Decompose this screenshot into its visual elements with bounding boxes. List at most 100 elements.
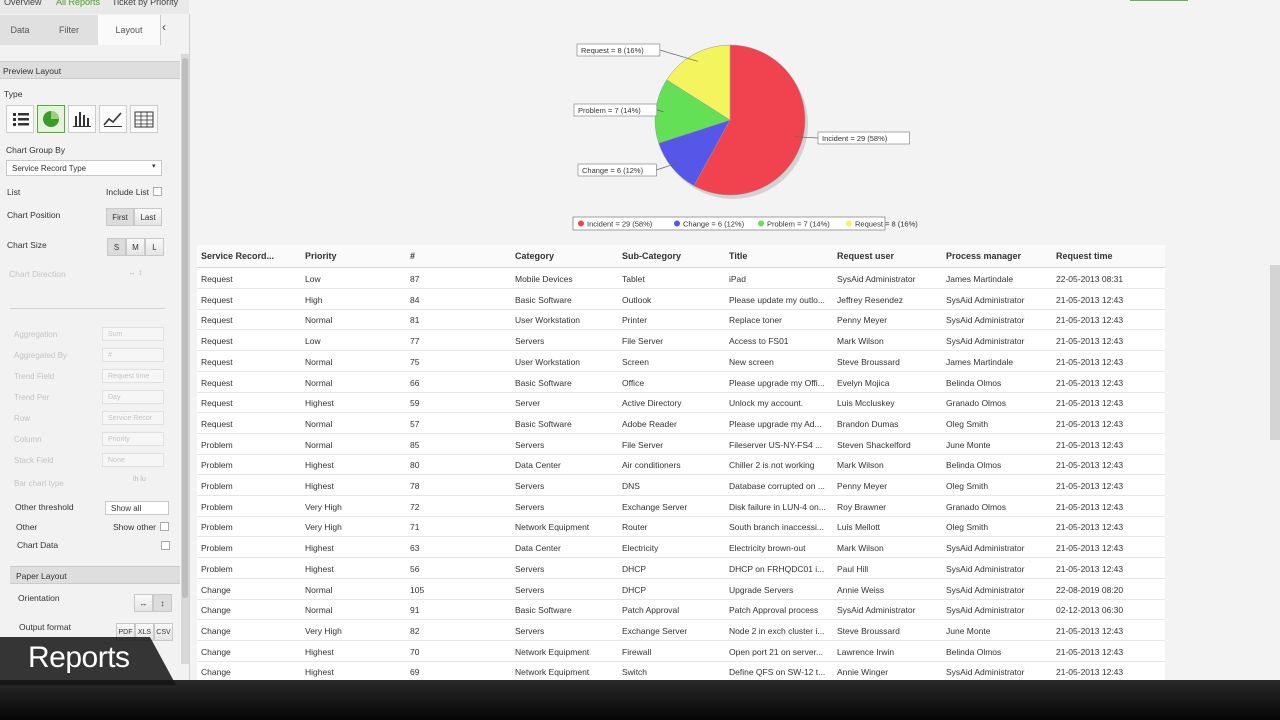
collapse-button[interactable]: ‹ <box>162 20 166 34</box>
table-row[interactable] <box>197 351 1165 372</box>
table-row[interactable] <box>197 620 1165 641</box>
table-cell: Belinda Olmos <box>946 460 1002 471</box>
position-button[interactable]: First <box>106 208 134 226</box>
legend-swatch <box>674 220 680 227</box>
table-cell: SysAid Administrator <box>837 605 916 616</box>
column-header[interactable]: Sub-Category <box>622 251 682 261</box>
chart-type-button[interactable] <box>68 105 96 133</box>
header-button[interactable] <box>1130 0 1188 1</box>
breadcrumb-item[interactable]: All Reports <box>56 0 101 7</box>
table-row[interactable] <box>197 434 1165 455</box>
chart-type-button[interactable] <box>99 105 127 133</box>
sidebar: Data Filter Layout ‹ Preview Layout Type Chart… <box>0 14 190 680</box>
table-cell: SysAid Administrator <box>946 563 1025 574</box>
column-header[interactable]: Service Record... <box>201 251 275 261</box>
select[interactable]: Show all <box>105 501 169 515</box>
column-header[interactable]: Title <box>729 251 748 261</box>
table-row[interactable] <box>197 392 1165 414</box>
table-cell: Normal <box>305 315 333 326</box>
table-row[interactable] <box>197 599 1165 621</box>
checkbox[interactable] <box>153 187 162 196</box>
table-row[interactable] <box>197 475 1165 496</box>
table-cell: SysAid Administrator <box>946 543 1025 554</box>
table-cell: SysAid Administrator <box>946 315 1025 326</box>
column-header[interactable]: Request time <box>1056 251 1113 261</box>
column-header[interactable]: Request user <box>837 251 895 261</box>
table-cell: New screen <box>729 356 774 367</box>
tab[interactable]: Data <box>0 15 41 45</box>
select-disabled: Priority <box>102 432 164 446</box>
table-row[interactable] <box>197 579 1165 600</box>
size-button[interactable]: L <box>145 238 164 256</box>
size-button[interactable]: S <box>107 238 126 256</box>
table-cell: Low <box>305 336 321 347</box>
table-cell: Upgrade Servers <box>729 584 794 595</box>
table-cell: Annie Winger <box>837 667 889 678</box>
label-disabled: Aggregation <box>14 330 58 339</box>
table-cell: Problem <box>201 522 233 533</box>
label: List <box>7 187 21 197</box>
table-cell: Replace toner <box>729 315 782 326</box>
table-row[interactable] <box>197 454 1165 476</box>
table-cell: June Monte <box>946 625 991 636</box>
table-row[interactable] <box>197 268 1165 289</box>
table-row[interactable] <box>197 641 1165 662</box>
table-cell: Steve Broussard <box>837 356 900 367</box>
table-header <box>197 245 1165 268</box>
orientation-button[interactable]: ↔ <box>134 594 153 612</box>
table-cell: 21-05-2013 12:43 <box>1056 315 1124 326</box>
section-header: Preview Layout <box>0 61 180 79</box>
tab[interactable]: Layout <box>98 15 161 45</box>
table-row[interactable] <box>197 289 1165 310</box>
column-header[interactable]: Priority <box>305 251 337 261</box>
table-row[interactable] <box>197 537 1165 559</box>
chart-type-button[interactable] <box>130 105 158 133</box>
chart-type-button[interactable] <box>37 105 65 133</box>
output-button[interactable]: CSV <box>154 623 173 641</box>
table-cell: Change <box>201 646 231 657</box>
table-row[interactable] <box>197 516 1165 538</box>
table-cell: Problem <box>201 501 233 512</box>
checkbox[interactable] <box>160 522 169 531</box>
table-cell: Fileserver US-NY-FS4 ... <box>729 439 823 450</box>
breadcrumb-item[interactable]: Overview <box>4 0 42 7</box>
table-cell: Mark Wilson <box>837 460 884 471</box>
table-cell: Office <box>622 377 645 388</box>
table-cell: 72 <box>410 501 420 512</box>
table-row[interactable] <box>197 496 1165 517</box>
table-row[interactable] <box>197 330 1165 352</box>
table-cell: 21-05-2013 12:43 <box>1056 522 1124 533</box>
column-header[interactable]: # <box>410 251 416 261</box>
table-cell: Patch Approval <box>622 605 680 616</box>
direction-buttons: ↔ ↕ <box>128 268 143 277</box>
table-row[interactable] <box>197 309 1165 331</box>
table-row[interactable] <box>197 372 1165 393</box>
column-header[interactable]: Process manager <box>946 251 1022 261</box>
table-cell: User Workstation <box>515 315 581 326</box>
table-row[interactable] <box>197 558 1165 579</box>
column-header[interactable]: Category <box>515 251 555 261</box>
checkbox[interactable] <box>161 541 170 550</box>
orientation-button[interactable]: ↕ <box>153 594 172 612</box>
table-cell: Change <box>201 667 231 678</box>
table-cell: Evelyn Mojica <box>837 377 890 388</box>
chart-type-button[interactable] <box>6 105 34 133</box>
table-cell: Paul Hill <box>837 563 869 574</box>
tab[interactable]: Filter <box>40 15 99 45</box>
table-cell: Screen <box>622 356 649 367</box>
table-cell: James Martindale <box>946 356 1014 367</box>
table-cell: 21-05-2013 12:43 <box>1056 418 1124 429</box>
table-row[interactable] <box>197 413 1165 434</box>
table-cell: DHCP <box>622 563 647 574</box>
leader-line <box>656 109 664 112</box>
slice-label: Incident = 29 (58%) <box>822 134 888 143</box>
divider <box>10 308 165 309</box>
position-button[interactable]: Last <box>134 208 162 226</box>
table-cell: 21-05-2013 12:43 <box>1056 625 1124 636</box>
select[interactable]: Service Record Type <box>6 160 162 176</box>
size-button[interactable]: M <box>126 238 145 256</box>
scrollbar-thumb[interactable] <box>182 58 188 598</box>
table-cell: Normal <box>305 584 333 595</box>
label: Orientation <box>18 593 60 603</box>
slice-label-box <box>577 163 657 177</box>
